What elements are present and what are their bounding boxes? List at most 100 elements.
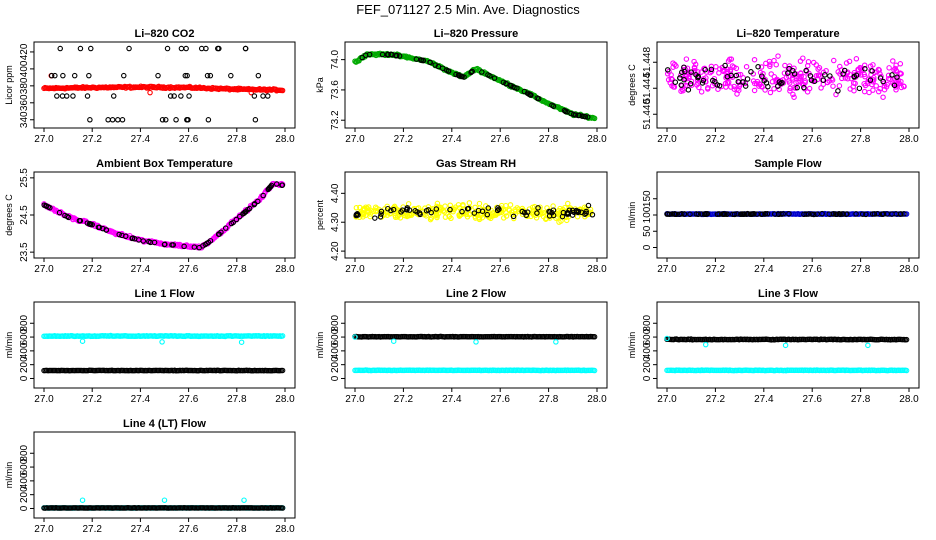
check-point	[579, 113, 585, 119]
check-point	[162, 241, 168, 248]
y-tick-label: 50	[642, 225, 653, 237]
check-point	[510, 213, 517, 220]
check-point	[514, 85, 520, 91]
x-tick-label: 27.6	[802, 394, 822, 405]
check-point	[228, 220, 235, 227]
check-point	[786, 210, 792, 217]
data-point	[824, 79, 831, 86]
panel-title: Line 4 (LT) Flow	[123, 418, 206, 430]
check-point	[200, 243, 206, 249]
check-point	[96, 224, 103, 231]
y-tick-label: 24.5	[19, 205, 30, 225]
x-tick-label: 27.0	[657, 394, 677, 405]
check-point	[56, 209, 63, 216]
check-point	[762, 211, 769, 217]
check-point	[77, 45, 84, 52]
check-point	[720, 211, 726, 217]
check-point	[780, 211, 786, 217]
check-point	[722, 62, 728, 69]
y-tick-label: 4.30	[330, 212, 341, 232]
plot-area	[664, 210, 910, 218]
data-point	[786, 78, 792, 84]
check-point	[779, 80, 785, 86]
plot-area	[353, 200, 596, 225]
check-point	[433, 206, 440, 212]
check-point	[701, 211, 708, 217]
data-point	[442, 203, 448, 209]
outlier-point	[238, 339, 245, 345]
plot-area	[664, 53, 907, 100]
data-point	[896, 80, 903, 87]
check-point	[853, 211, 859, 217]
check-point	[730, 211, 736, 217]
data-point	[758, 64, 765, 70]
data-point	[797, 58, 804, 64]
check-point	[500, 79, 507, 86]
check-point	[491, 75, 498, 81]
y-tick-label: 400	[642, 342, 653, 359]
outlier-point	[161, 497, 168, 503]
x-tick-label: 28.0	[275, 524, 295, 535]
y-tick-label: 800	[330, 314, 341, 331]
check-point	[459, 208, 465, 215]
y-tick-label: 100	[642, 206, 653, 223]
check-point	[891, 82, 898, 89]
panel-temp: Li–820 Temperature 27.0 27.2 27.4 27.6 27.8 28…	[627, 28, 920, 145]
check-point	[733, 72, 739, 79]
check-point	[465, 205, 472, 212]
data-point	[796, 75, 802, 82]
outlier-point	[702, 341, 709, 348]
data-point	[886, 65, 892, 71]
x-tick-label: 27.4	[754, 264, 774, 275]
outlier-point	[390, 338, 397, 344]
y-tick-label: 800	[19, 444, 30, 461]
check-point	[699, 80, 706, 86]
check-point	[178, 93, 184, 99]
y-axis-label: ml/min	[627, 202, 637, 229]
data-point	[722, 80, 729, 87]
check-point	[679, 69, 685, 76]
data-point	[767, 61, 773, 68]
check-point	[678, 82, 685, 88]
check-point	[731, 211, 738, 218]
y-tick-label: 600	[642, 328, 653, 345]
check-point	[811, 78, 818, 84]
data-point	[837, 63, 843, 70]
data-point	[556, 219, 562, 225]
y-tick-label: 360	[19, 94, 30, 111]
x-tick-label: 27.8	[227, 134, 247, 145]
data-point	[830, 83, 836, 89]
x-tick-label: 27.4	[131, 264, 151, 275]
x-tick-label: 27.6	[179, 524, 199, 535]
data-point	[762, 76, 768, 83]
check-point	[389, 51, 395, 58]
check-point	[126, 45, 132, 52]
y-tick-label: 380	[19, 77, 30, 94]
data-point	[728, 84, 734, 90]
data-point	[591, 115, 598, 122]
check-point	[105, 117, 111, 123]
check-point	[71, 72, 78, 79]
check-point	[778, 211, 784, 217]
check-point	[794, 84, 800, 91]
data-point	[773, 61, 779, 68]
check-point	[714, 211, 721, 217]
data-point	[733, 65, 740, 72]
data-point	[891, 67, 897, 73]
check-point	[423, 207, 430, 214]
figure-title: FEF_071127 2.5 Min. Ave. Diagnostics	[356, 2, 580, 17]
check-point	[62, 212, 68, 219]
check-point	[742, 83, 749, 89]
x-tick-label: 27.2	[82, 134, 102, 145]
check-point	[204, 72, 211, 79]
data-point	[428, 215, 435, 221]
data-point	[855, 66, 862, 73]
x-tick-label: 27.2	[394, 134, 414, 145]
check-point	[748, 69, 754, 75]
data-point	[498, 205, 505, 211]
check-point	[776, 79, 783, 85]
check-point	[443, 67, 450, 73]
data-point	[875, 88, 882, 95]
check-point	[205, 117, 212, 123]
check-point	[851, 74, 858, 80]
